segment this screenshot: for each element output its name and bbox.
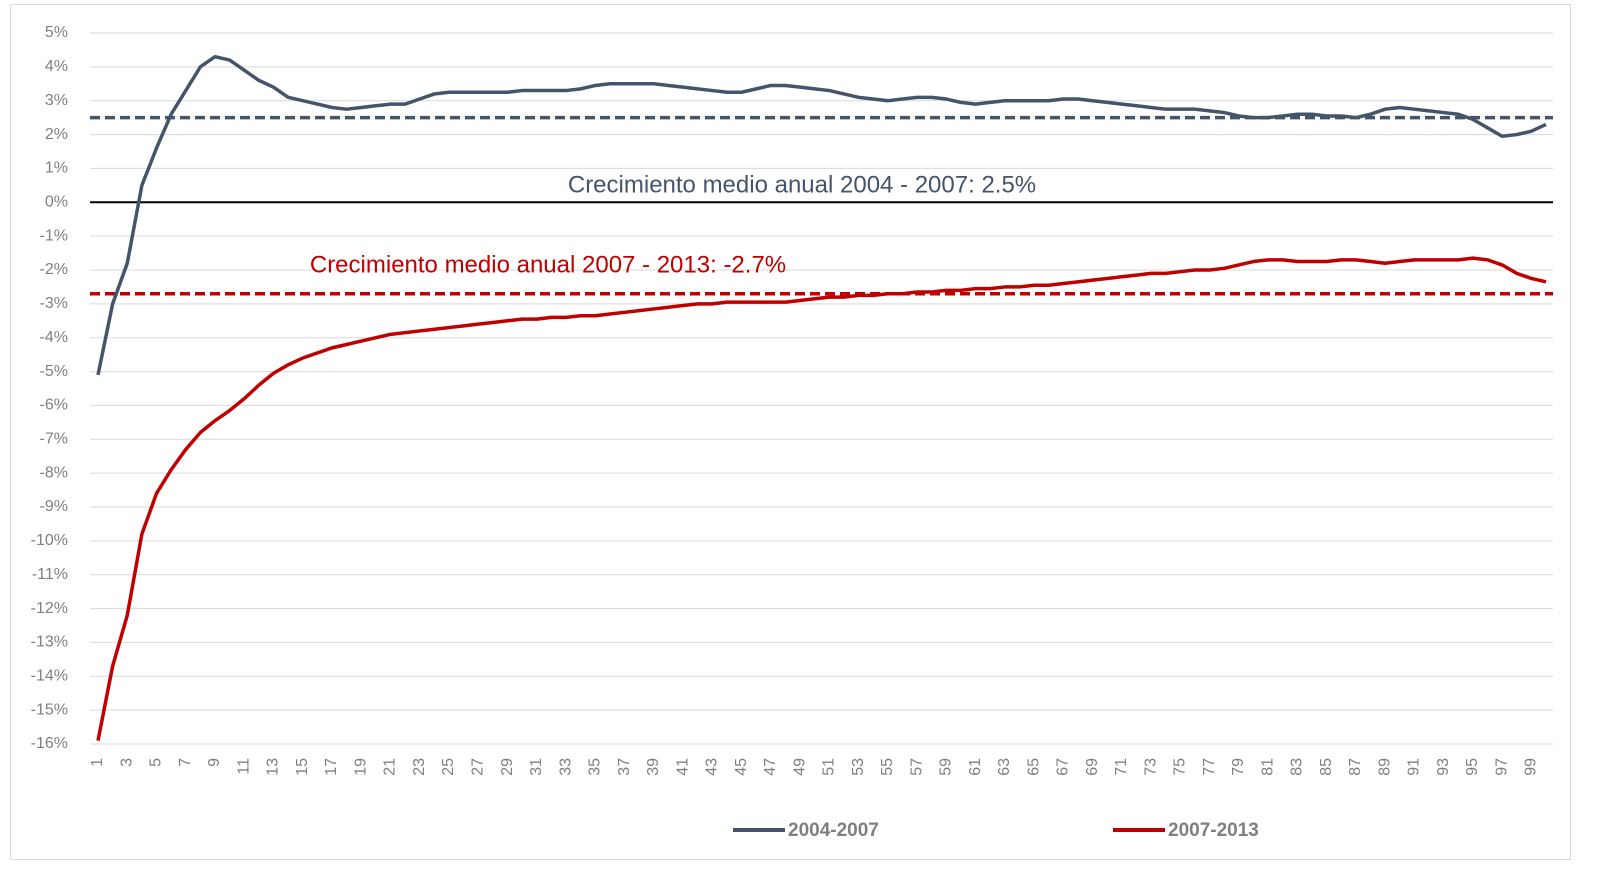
x-tick-label: 31 xyxy=(528,758,545,776)
x-tick-label: 77 xyxy=(1201,758,1218,776)
x-tick-label: 19 xyxy=(352,758,369,776)
y-tick-label: 2% xyxy=(45,126,68,143)
y-tick-label: 0% xyxy=(45,194,68,211)
series-line xyxy=(96,256,1547,741)
x-tick-label: 37 xyxy=(616,758,633,776)
x-tick-label: 97 xyxy=(1493,758,1510,776)
x-tick-label: 89 xyxy=(1376,758,1393,776)
y-tick-label: 3% xyxy=(45,92,68,109)
x-tick-label: 65 xyxy=(1025,758,1042,776)
x-tick-label: 73 xyxy=(1142,758,1159,776)
y-tick-label: -2% xyxy=(40,261,68,278)
y-tick-label: -9% xyxy=(40,498,68,515)
x-tick-label: 67 xyxy=(1055,758,1072,776)
x-tick-label: 23 xyxy=(411,758,428,776)
y-tick-label: -12% xyxy=(31,600,68,617)
x-tick-label: 51 xyxy=(821,758,838,776)
x-tick-label: 83 xyxy=(1289,758,1306,776)
y-tick-label: 1% xyxy=(45,160,68,177)
x-tick-label: 1 xyxy=(89,758,106,767)
x-tick-label: 71 xyxy=(1113,758,1130,776)
y-tick-label: -11% xyxy=(32,566,68,583)
x-tick-label: 25 xyxy=(440,758,457,776)
x-tick-label: 61 xyxy=(967,758,984,776)
x-tick-label: 3 xyxy=(118,758,135,767)
y-tick-label: -5% xyxy=(40,363,68,380)
legend-label: 2007-2013 xyxy=(1168,820,1259,841)
series-line xyxy=(96,54,1547,376)
y-tick-label: -14% xyxy=(31,668,68,685)
y-tick-label: 4% xyxy=(45,58,68,75)
x-tick-label: 93 xyxy=(1435,758,1452,776)
x-tick-label: 27 xyxy=(470,758,487,776)
y-tick-label: -13% xyxy=(31,634,68,651)
x-tick-label: 35 xyxy=(587,758,604,776)
y-tick-label: -4% xyxy=(40,329,68,346)
y-tick-label: -7% xyxy=(40,431,68,448)
x-tick-label: 15 xyxy=(294,758,311,776)
x-tick-label: 21 xyxy=(382,758,399,776)
x-tick-label: 87 xyxy=(1347,758,1364,776)
x-tick-label: 47 xyxy=(762,758,779,776)
x-tick-label: 99 xyxy=(1523,758,1540,776)
x-tick-label: 59 xyxy=(938,758,955,776)
x-tick-label: 79 xyxy=(1230,758,1247,776)
x-tick-label: 41 xyxy=(674,758,691,776)
y-tick-label: -1% xyxy=(40,227,68,244)
x-tick-label: 17 xyxy=(323,758,340,776)
x-tick-label: 69 xyxy=(1084,758,1101,776)
x-tick-label: 29 xyxy=(499,758,516,776)
y-tick-label: -8% xyxy=(40,464,68,481)
x-tick-label: 55 xyxy=(879,758,896,776)
y-tick-label: -15% xyxy=(31,701,68,718)
x-tick-label: 75 xyxy=(1172,758,1189,776)
annotation: Crecimiento medio anual 2007 - 2013: -2.… xyxy=(310,251,786,278)
annotation: Crecimiento medio anual 2004 - 2007: 2.5… xyxy=(568,171,1036,198)
y-tick-label: -6% xyxy=(40,397,68,414)
x-tick-label: 53 xyxy=(850,758,867,776)
x-tick-label: 85 xyxy=(1318,758,1335,776)
y-tick-label: -10% xyxy=(31,532,68,549)
x-tick-label: 9 xyxy=(206,758,223,767)
x-tick-label: 63 xyxy=(996,758,1013,776)
y-tick-label: -16% xyxy=(31,735,68,752)
chart-border xyxy=(10,4,1571,860)
x-tick-label: 49 xyxy=(791,758,808,776)
legend-label: 2004-2007 xyxy=(788,820,879,841)
x-tick-label: 57 xyxy=(908,758,925,776)
x-tick-label: 11 xyxy=(235,758,252,775)
x-tick-label: 45 xyxy=(733,758,750,776)
x-tick-label: 7 xyxy=(177,758,194,767)
x-tick-label: 13 xyxy=(265,758,282,776)
x-tick-label: 95 xyxy=(1464,758,1481,776)
x-tick-label: 39 xyxy=(645,758,662,776)
y-tick-label: 5% xyxy=(45,24,68,41)
x-tick-label: 5 xyxy=(148,758,165,767)
x-tick-label: 33 xyxy=(557,758,574,776)
y-tick-label: -3% xyxy=(40,295,68,312)
x-tick-label: 81 xyxy=(1259,758,1276,776)
x-tick-label: 43 xyxy=(704,758,721,776)
x-tick-label: 91 xyxy=(1406,758,1423,776)
